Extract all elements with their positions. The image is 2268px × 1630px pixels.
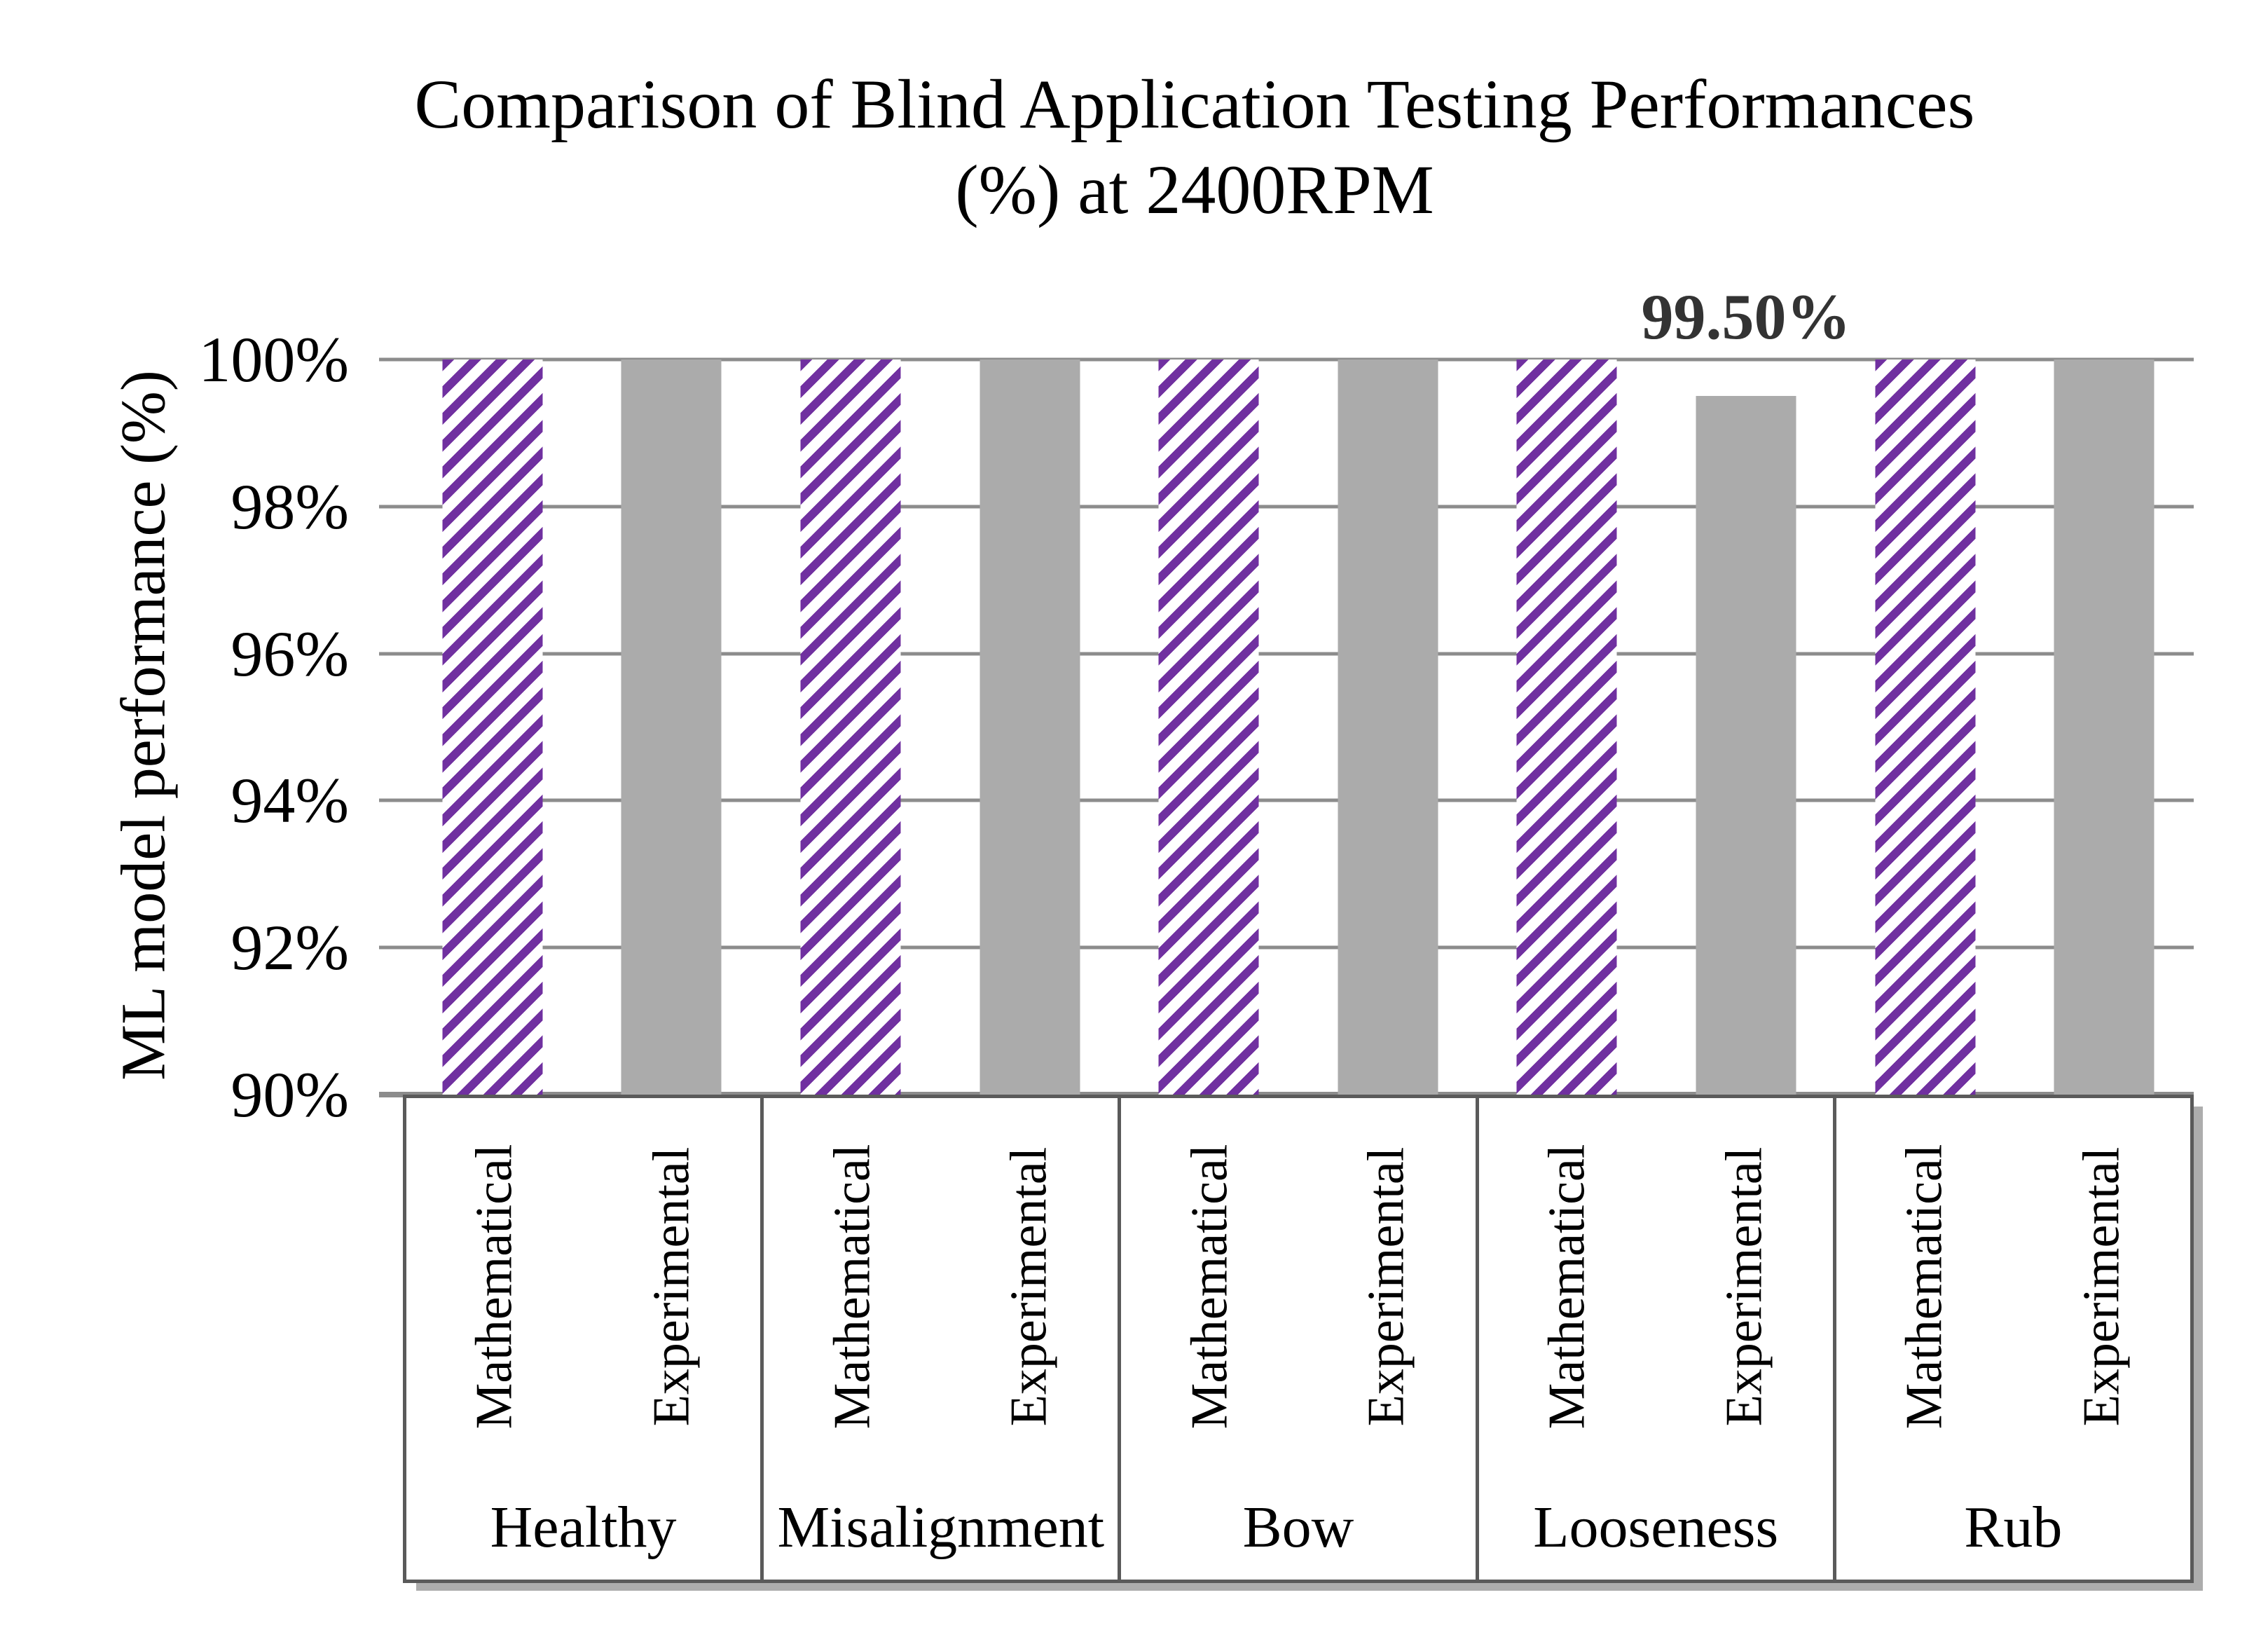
series-label-row: Mathematical Experimental <box>1121 1098 1475 1474</box>
gridline-96 <box>379 652 2194 656</box>
bar-experimental-healthy <box>621 359 722 1095</box>
category-label-looseness: Looseness <box>1533 1494 1779 1560</box>
series-label-experimental: Experimental <box>1000 1146 1058 1426</box>
category-cell-healthy: Mathematical Experimental Healthy <box>406 1098 764 1580</box>
category-label-healthy: Healthy <box>490 1494 677 1560</box>
bar-group-healthy <box>403 359 761 1095</box>
series-label-mathematical: Mathematical <box>1538 1144 1596 1429</box>
category-axis-table: Mathematical Experimental Healthy Mathem… <box>403 1095 2194 1583</box>
bar-group-misalignment <box>761 359 1119 1095</box>
series-label-mathematical: Mathematical <box>1181 1144 1239 1429</box>
bar-experimental-misalignment <box>980 359 1080 1095</box>
series-label-mathematical: Mathematical <box>1895 1144 1953 1429</box>
bar-group-looseness: 99.50% <box>1478 281 1850 1095</box>
y-tick-label: 98% <box>231 470 349 542</box>
gridline-98 <box>379 505 2194 509</box>
category-label-rub: Rub <box>1964 1494 2063 1560</box>
category-cell-looseness: Mathematical Experimental Looseness <box>1479 1098 1836 1580</box>
bar-mathematical-bow <box>1158 359 1259 1095</box>
series-label-row: Mathematical Experimental <box>406 1098 760 1474</box>
category-label-bow: Bow <box>1242 1494 1354 1560</box>
series-label-row: Mathematical Experimental <box>1479 1098 1833 1474</box>
series-label-mathematical: Mathematical <box>465 1144 523 1429</box>
category-cell-misalignment: Mathematical Experimental Misalignment <box>764 1098 1122 1580</box>
bar-experimental-bow <box>1338 359 1438 1095</box>
gridline-94 <box>379 798 2194 802</box>
series-label-experimental: Experimental <box>642 1146 701 1426</box>
bar-mathematical-looseness <box>1516 359 1617 1095</box>
chart-title: Comparison of Blind Application Testing … <box>126 62 2263 233</box>
series-label-mathematical: Mathematical <box>823 1144 881 1429</box>
chart-title-line-2: (%) at 2400RPM <box>955 151 1434 228</box>
bar-mathematical-healthy <box>442 359 543 1095</box>
category-label-misalignment: Misalignment <box>777 1494 1105 1560</box>
y-tick-label: 96% <box>231 617 349 690</box>
chart-title-line-1: Comparison of Blind Application Testing … <box>414 65 1975 143</box>
bar-mathematical-rub <box>1875 359 1976 1095</box>
series-label-row: Mathematical Experimental <box>764 1098 1118 1474</box>
category-cell-bow: Mathematical Experimental Bow <box>1121 1098 1479 1580</box>
bar-group-bow <box>1119 359 1477 1095</box>
bar-mathematical-misalignment <box>800 359 901 1095</box>
series-label-experimental: Experimental <box>1715 1146 1773 1426</box>
gridline-92 <box>379 945 2194 950</box>
series-label-experimental: Experimental <box>2073 1146 2131 1426</box>
bar-experimental-rub <box>2054 359 2154 1095</box>
bar-group-rub <box>1836 359 2194 1095</box>
series-label-row: Mathematical Experimental <box>1836 1098 2190 1474</box>
y-tick-label: 92% <box>231 912 349 984</box>
plot-area: 99.50% <box>379 281 2194 1097</box>
category-cell-rub: Mathematical Experimental Rub <box>1836 1098 2190 1580</box>
bar-experimental-looseness: 99.50% <box>1641 281 1850 1095</box>
y-tick-label: 90% <box>231 1059 349 1130</box>
gridline-100 <box>379 357 2194 362</box>
data-label-looseness-experimental: 99.50% <box>1641 281 1851 353</box>
series-label-experimental: Experimental <box>1357 1146 1415 1426</box>
y-axis-tick-labels: 100% 98% 96% 94% 92% 90% <box>0 324 349 1130</box>
y-tick-label: 94% <box>231 765 349 837</box>
y-tick-label: 100% <box>198 324 349 395</box>
